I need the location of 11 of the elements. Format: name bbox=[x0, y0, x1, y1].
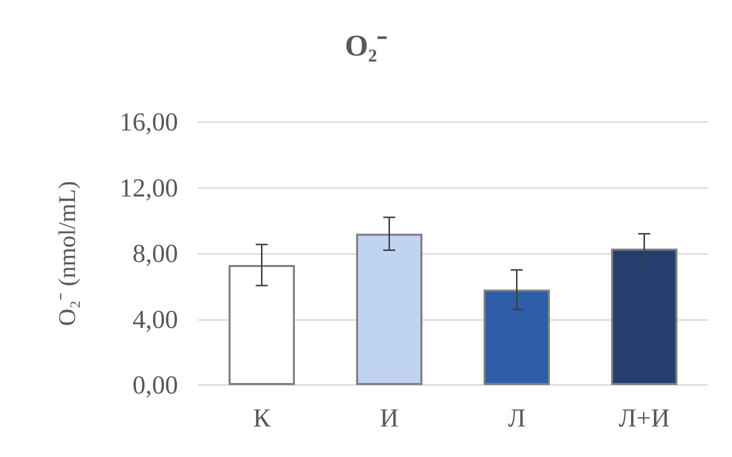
x-tick-label: К bbox=[253, 404, 272, 432]
x-tick-label: Л bbox=[508, 404, 526, 432]
y-tick-label: 0,00 bbox=[132, 370, 178, 400]
x-tick-label: Л+И bbox=[618, 404, 670, 432]
y-axis-title: O₂⁻ (nmol/mL) bbox=[55, 180, 81, 326]
y-tick-label: 12,00 bbox=[120, 173, 178, 202]
x-tick-label: И bbox=[380, 404, 399, 432]
y-tick-label: 16,00 bbox=[120, 108, 178, 136]
y-tick-label: 8,00 bbox=[132, 239, 178, 268]
chart-title: O₂⁻ bbox=[344, 30, 388, 62]
y-tick-label: 4,00 bbox=[132, 304, 178, 334]
